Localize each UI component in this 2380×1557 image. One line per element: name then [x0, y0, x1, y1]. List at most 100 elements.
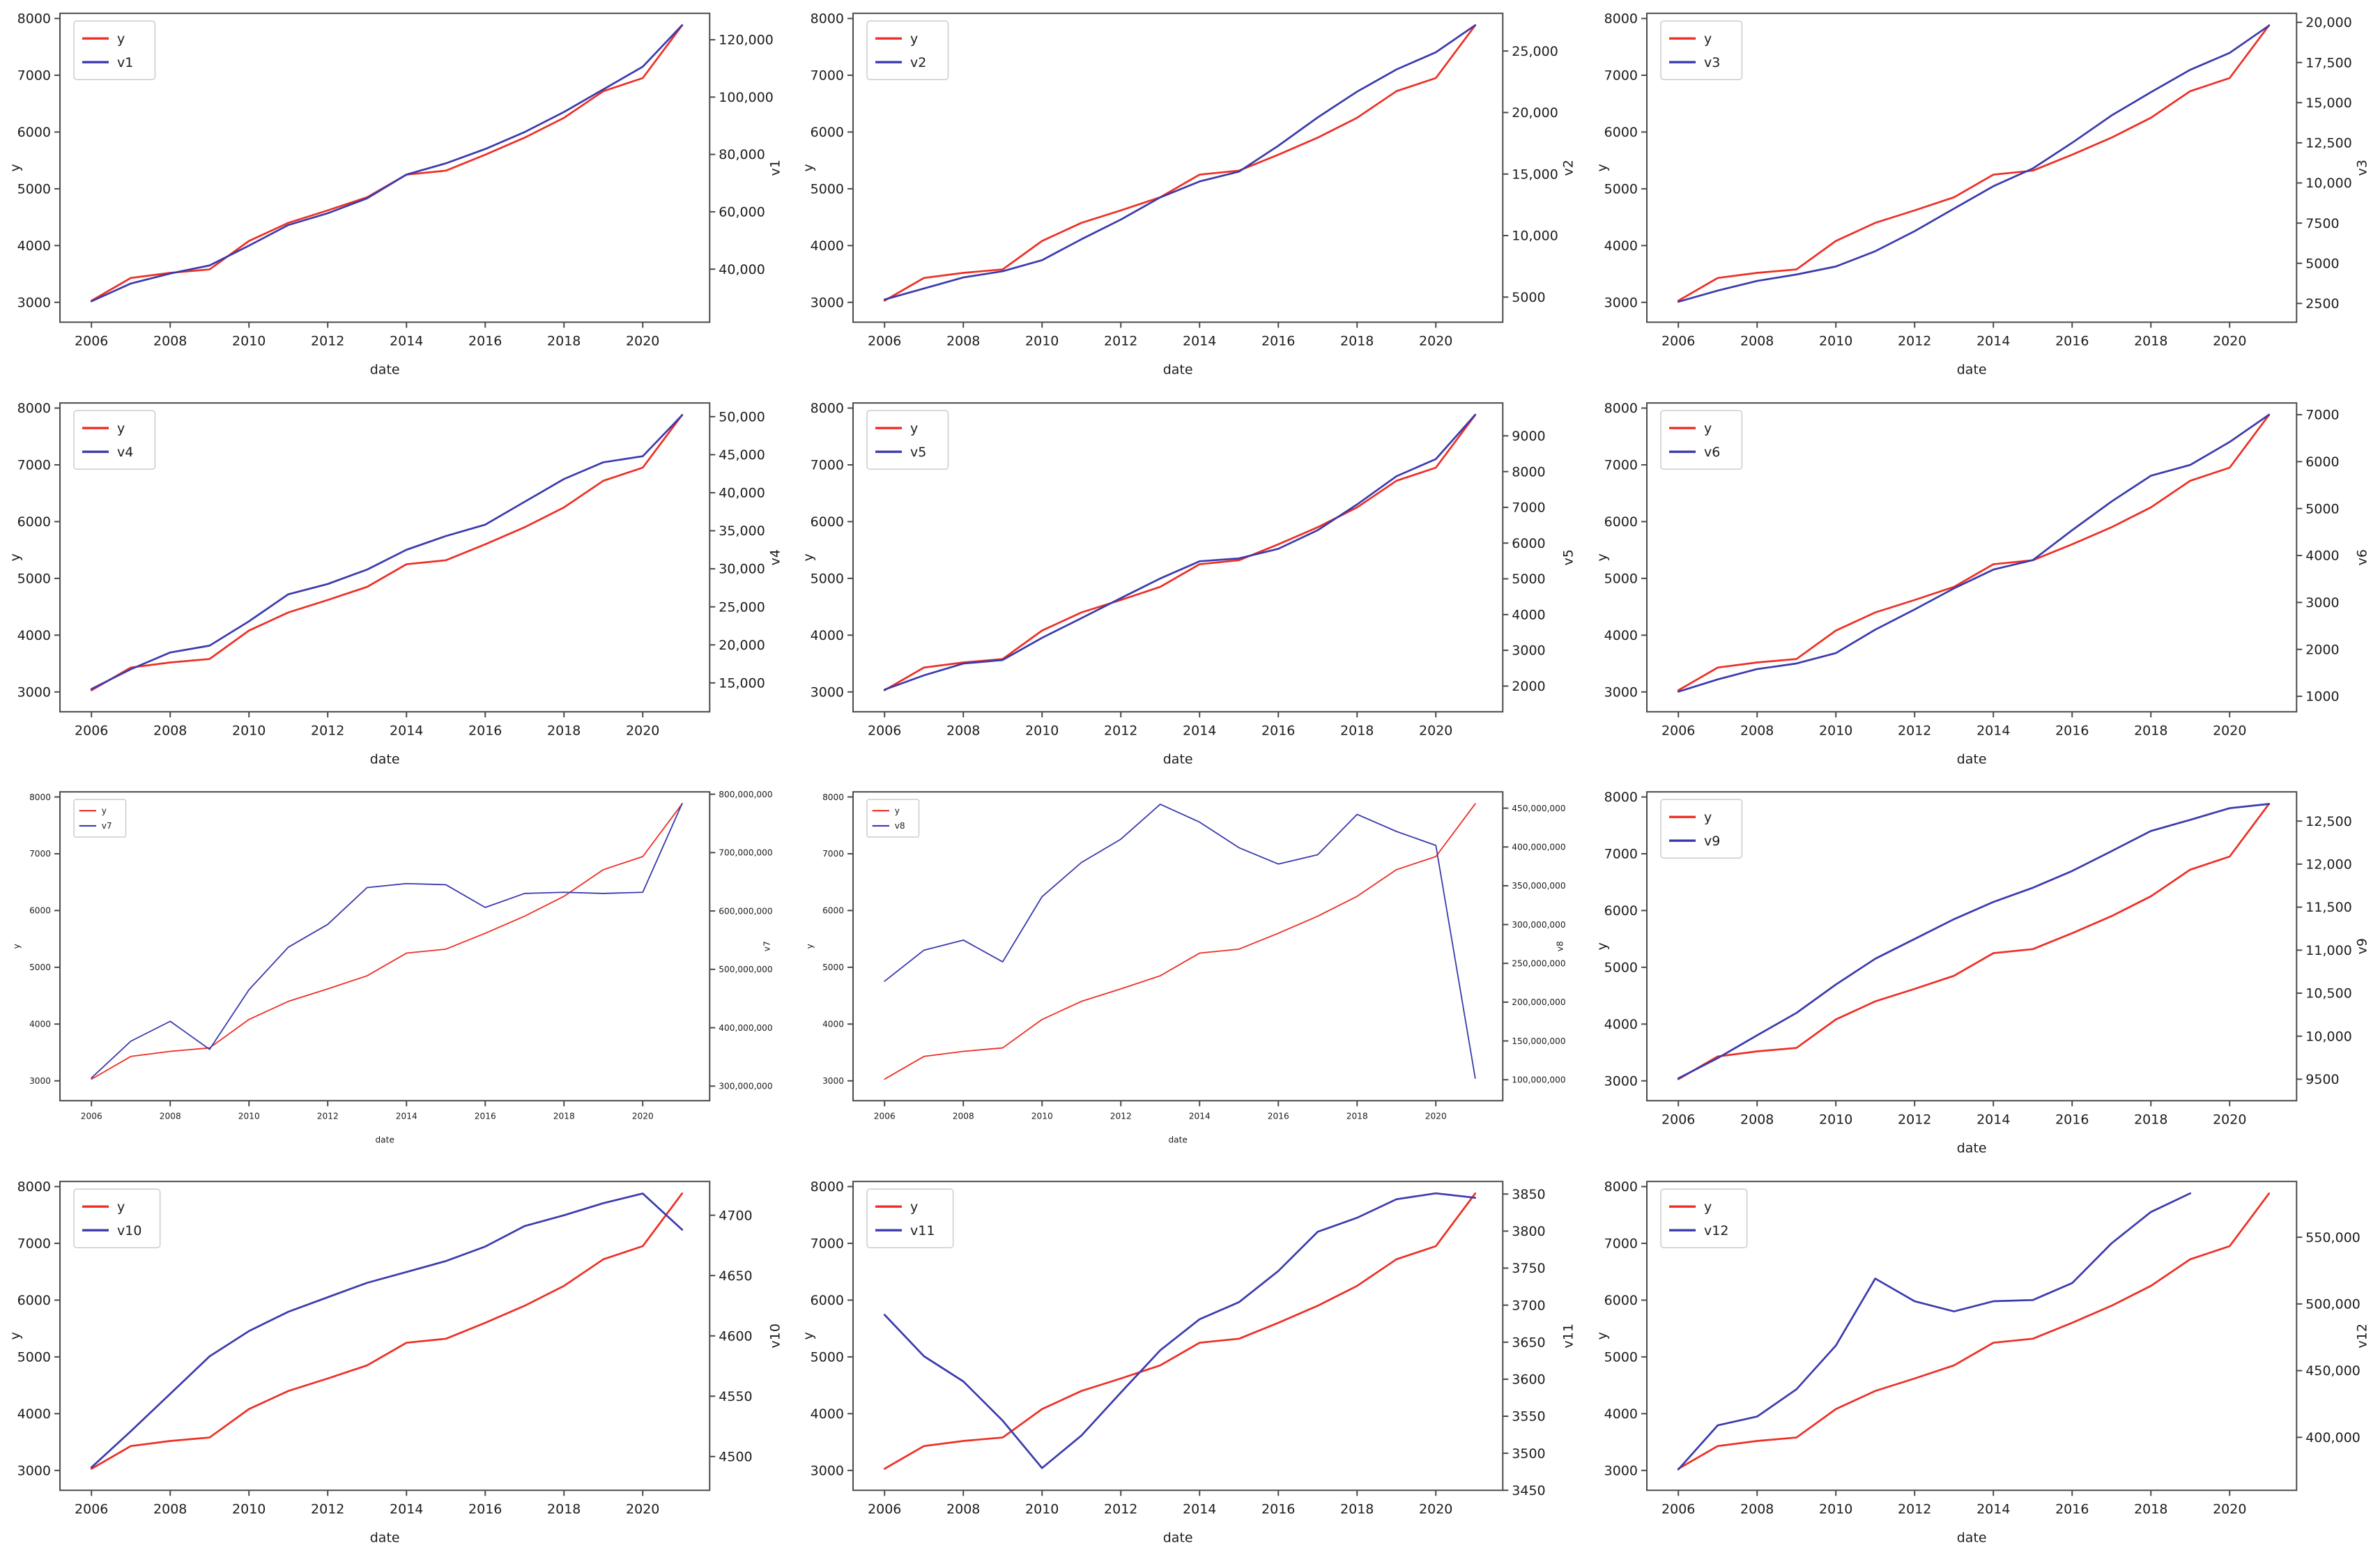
series-line-v8 — [884, 804, 1477, 1079]
series-line-v10 — [90, 1192, 684, 1468]
x-tick-label: 2010 — [1031, 1111, 1053, 1121]
y-tick-label: 3000 — [17, 684, 51, 700]
right-tick-label: 350,000,000 — [1512, 881, 1566, 891]
x-tick-label: 2016 — [1261, 723, 1295, 738]
right-tick-label: 500,000,000 — [719, 965, 772, 974]
series-line-y — [884, 413, 1477, 691]
y-axis-label: y — [801, 164, 816, 171]
legend: y v11 — [866, 1188, 954, 1248]
right-tick-label: 2500 — [2305, 296, 2339, 312]
y-tick-label: 5000 — [822, 962, 844, 972]
x-tick-label: 2012 — [1898, 1501, 1931, 1517]
right-axis-label: v6 — [2354, 549, 2370, 565]
y-tick-label: 5000 — [17, 571, 51, 586]
right-tick-label: 600,000,000 — [719, 906, 772, 916]
right-tick-label: 20,000 — [1512, 105, 1558, 121]
right-tick-label: 300,000,000 — [719, 1082, 772, 1091]
subplot-v11: 2006 2008 2010 2012 2014 2016 2018 2020 3000 4000… — [793, 1168, 1586, 1557]
x-tick-label: 2014 — [390, 1501, 423, 1517]
right-tick-label: 10,500 — [2305, 986, 2351, 1002]
legend-label-y: y — [117, 1199, 125, 1214]
y-axis-label: y — [801, 553, 816, 561]
x-axis-label: date — [1956, 362, 1986, 377]
right-tick-label: 250,000,000 — [1512, 958, 1566, 968]
right-tick-label: 3800 — [1512, 1224, 1546, 1239]
series-line-y — [884, 803, 1477, 1080]
y-axis-label: y — [801, 1332, 816, 1340]
x-tick-label: 2014 — [1976, 1112, 2010, 1127]
right-tick-label: 40,000 — [719, 262, 765, 277]
legend-label-y: y — [910, 420, 918, 436]
right-axis-label: v8 — [1556, 941, 1565, 951]
legend: y v7 — [73, 799, 127, 838]
right-tick-label: 50,000 — [719, 409, 765, 424]
plot-border — [852, 401, 1504, 712]
y-tick-label: 7000 — [811, 68, 844, 84]
legend-box — [73, 799, 127, 838]
legend-label-v5: v5 — [910, 444, 926, 459]
x-tick-label: 2018 — [547, 723, 581, 738]
y-tick-label: 6000 — [811, 514, 844, 530]
x-tick-label: 2020 — [1419, 723, 1452, 738]
y-tick-label: 4000 — [17, 627, 51, 643]
right-axis-label: v10 — [767, 1324, 783, 1348]
y-tick-label: 8000 — [17, 11, 51, 26]
series-line-y — [884, 1192, 1477, 1470]
x-tick-label: 2016 — [2055, 333, 2089, 348]
right-tick-label: 35,000 — [719, 523, 765, 539]
series-line-y — [90, 413, 684, 691]
legend-box — [866, 20, 949, 80]
x-axis-label: date — [1956, 751, 1986, 767]
y-tick-label: 4000 — [811, 238, 844, 254]
y-tick-label: 6000 — [1604, 1293, 1637, 1308]
y-tick-label: 4000 — [17, 1406, 51, 1421]
right-tick-label: 1000 — [2305, 689, 2339, 704]
right-tick-label: 45,000 — [719, 447, 765, 463]
right-axis-label: v9 — [2354, 938, 2370, 954]
chart-canvas-v10: 2006 2008 2010 2012 2014 2016 2018 2020 3000 4000… — [8, 1179, 783, 1545]
y-tick-label: 8000 — [17, 401, 51, 416]
x-tick-label: 2014 — [396, 1111, 417, 1121]
y-tick-label: 7000 — [822, 849, 844, 859]
right-tick-label: 25,000 — [1512, 44, 1558, 59]
x-tick-label: 2008 — [946, 723, 980, 738]
y-tick-label: 7000 — [1604, 1236, 1637, 1251]
x-axis-label: date — [1956, 1140, 1986, 1156]
right-tick-label: 5000 — [1512, 290, 1546, 305]
plot-border — [1645, 13, 2297, 323]
right-tick-label: 5000 — [1512, 572, 1546, 587]
y-tick-label: 6000 — [17, 514, 51, 530]
x-tick-label: 2010 — [1025, 333, 1059, 348]
right-tick-label: 7000 — [2305, 407, 2339, 422]
x-tick-label: 2018 — [2134, 1112, 2167, 1127]
x-tick-label: 2020 — [626, 333, 659, 348]
y-tick-label: 5000 — [29, 962, 51, 972]
x-tick-label: 2018 — [1340, 1501, 1374, 1517]
x-tick-label: 2012 — [1110, 1111, 1132, 1121]
y-tick-label: 4000 — [29, 1020, 51, 1029]
x-tick-label: 2008 — [946, 1501, 980, 1517]
legend-label-v2: v2 — [910, 55, 926, 70]
legend-box — [1659, 1188, 1748, 1248]
x-tick-label: 2014 — [1976, 333, 2010, 348]
chart-canvas-v2: 2006 2008 2010 2012 2014 2016 2018 2020 3000 4000… — [801, 11, 1576, 377]
right-tick-label: 3650 — [1512, 1335, 1546, 1350]
y-tick-label: 5000 — [1604, 571, 1637, 586]
right-tick-label: 15,000 — [2305, 95, 2351, 111]
right-tick-label: 700,000,000 — [719, 848, 772, 858]
legend-box — [73, 1188, 161, 1248]
x-tick-label: 2010 — [1819, 723, 1852, 738]
y-tick-label: 4000 — [1604, 1406, 1637, 1421]
x-tick-label: 2008 — [160, 1111, 181, 1121]
x-tick-label: 2020 — [626, 723, 659, 738]
x-tick-label: 2020 — [1419, 1501, 1452, 1517]
y-tick-label: 6000 — [822, 906, 844, 916]
x-tick-label: 2010 — [232, 1501, 266, 1517]
x-tick-label: 2016 — [468, 333, 502, 348]
x-tick-label: 2016 — [1268, 1111, 1289, 1121]
y-tick-label: 8000 — [1604, 1179, 1637, 1195]
x-axis-label: date — [370, 751, 400, 767]
series-line-v11 — [884, 1192, 1477, 1469]
y-axis-label: y — [1595, 553, 1610, 561]
legend: y v9 — [1659, 799, 1742, 859]
